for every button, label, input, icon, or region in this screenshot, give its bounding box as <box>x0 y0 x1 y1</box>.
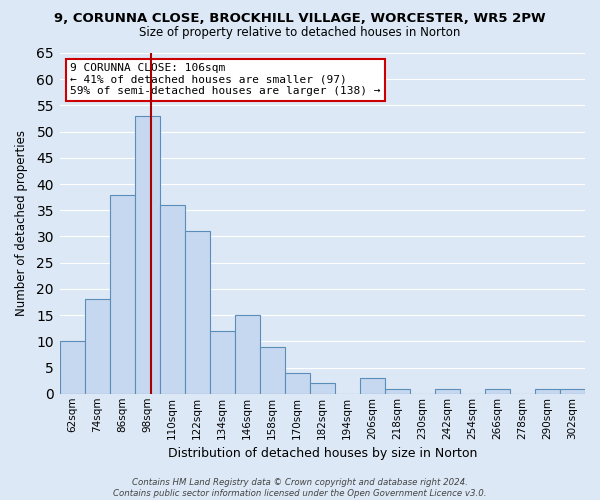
Bar <box>209 331 235 394</box>
Text: Contains HM Land Registry data © Crown copyright and database right 2024.
Contai: Contains HM Land Registry data © Crown c… <box>113 478 487 498</box>
Bar <box>485 388 510 394</box>
Bar <box>110 194 134 394</box>
Bar <box>134 116 160 394</box>
Y-axis label: Number of detached properties: Number of detached properties <box>15 130 28 316</box>
Bar <box>435 388 460 394</box>
Bar <box>185 231 209 394</box>
Bar <box>285 373 310 394</box>
Text: 9, CORUNNA CLOSE, BROCKHILL VILLAGE, WORCESTER, WR5 2PW: 9, CORUNNA CLOSE, BROCKHILL VILLAGE, WOR… <box>54 12 546 26</box>
Bar <box>360 378 385 394</box>
Bar <box>235 315 260 394</box>
Bar <box>385 388 410 394</box>
Bar <box>59 342 85 394</box>
Bar <box>85 300 110 394</box>
X-axis label: Distribution of detached houses by size in Norton: Distribution of detached houses by size … <box>167 447 477 460</box>
Bar <box>535 388 560 394</box>
Bar <box>560 388 585 394</box>
Bar <box>310 384 335 394</box>
Bar <box>260 346 285 394</box>
Text: 9 CORUNNA CLOSE: 106sqm
← 41% of detached houses are smaller (97)
59% of semi-de: 9 CORUNNA CLOSE: 106sqm ← 41% of detache… <box>70 63 380 96</box>
Bar <box>160 205 185 394</box>
Text: Size of property relative to detached houses in Norton: Size of property relative to detached ho… <box>139 26 461 39</box>
